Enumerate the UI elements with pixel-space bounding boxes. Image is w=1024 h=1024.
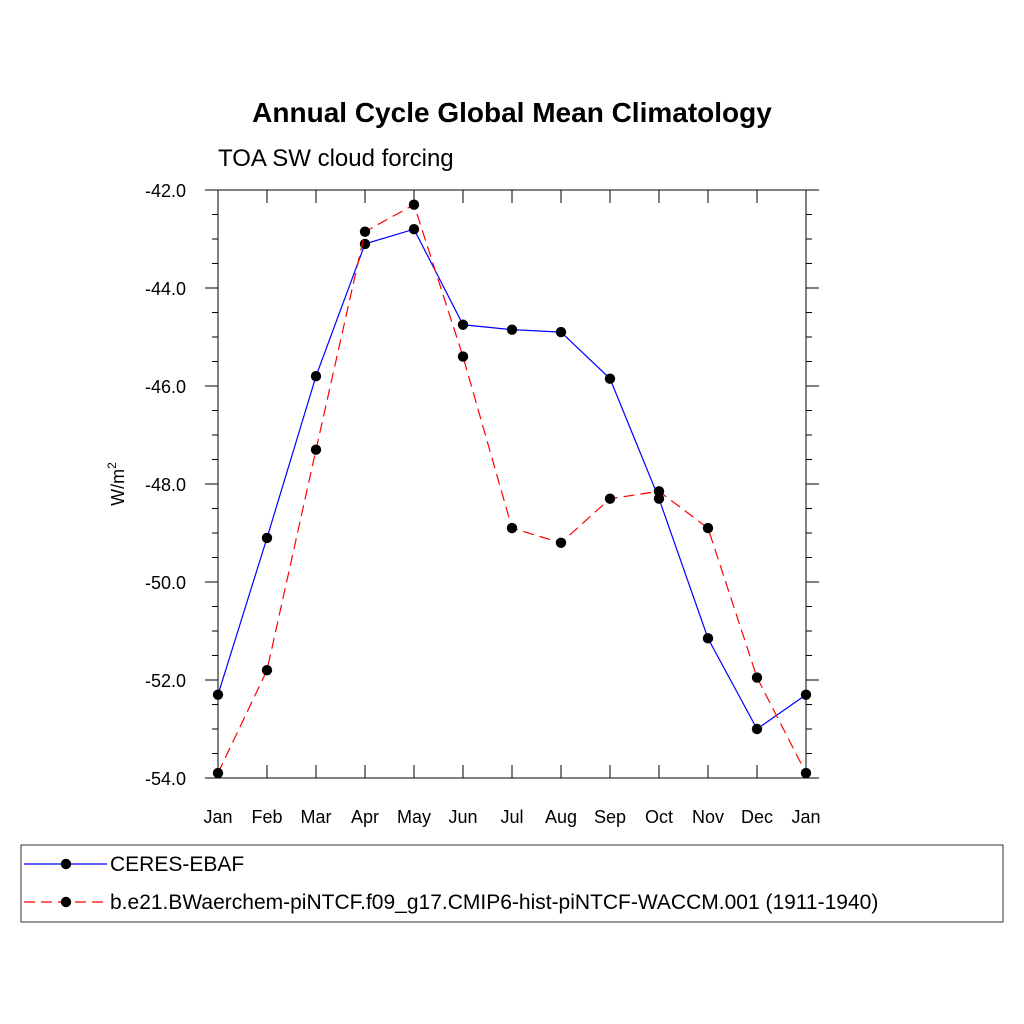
legend-label-1: CERES-EBAF: [110, 853, 244, 876]
legend-label-2: b.e21.BWaerchem-piNTCF.f09_g17.CMIP6-his…: [110, 891, 878, 914]
series-2-point: [555, 537, 567, 548]
legend-box: [20, 844, 1004, 923]
x-tick-label: Nov: [692, 807, 724, 827]
y-tick-label: -42.0: [145, 181, 186, 201]
series-1-point: [751, 723, 763, 735]
series-2-point: [310, 444, 322, 455]
axis-ticks: -42.0 -44.0 -46.0 -48.0 -50.0 -52.0 -54.0 Jan Fe…: [145, 181, 821, 827]
x-tick-label: Mar: [301, 807, 332, 827]
x-tick-label: Apr: [351, 807, 379, 827]
series-1-point: [653, 493, 665, 504]
series-2-point: [261, 665, 273, 676]
y-tick-label: -48.0: [145, 475, 186, 495]
x-tick-label: Jul: [500, 807, 523, 827]
series-line-2: [217, 203, 807, 774]
legend: CERES-EBAF b.e21.BWaerchem-piNTCF.f09_g17…: [20, 844, 1004, 923]
x-tick-label: Feb: [251, 807, 282, 827]
x-tick-label: Dec: [741, 807, 773, 827]
y-tick-label: -54.0: [145, 769, 186, 789]
series-1-point: [702, 633, 714, 644]
series-1-point: [604, 373, 616, 384]
series-1-point: [457, 319, 469, 330]
y-tick-label: -52.0: [145, 671, 186, 691]
legend-marker-1: [60, 858, 72, 870]
y-axis-label: W/m2: [105, 462, 128, 506]
series-2-point: [653, 486, 665, 497]
chart-title: Annual Cycle Global Mean Climatology: [252, 97, 772, 128]
x-tick-label: Jan: [791, 807, 820, 827]
svg-text:W/m2: W/m2: [105, 462, 128, 506]
series-2-point: [604, 493, 616, 504]
chart-subtitle: TOA SW cloud forcing: [218, 145, 454, 172]
series-2-point: [457, 351, 469, 362]
x-tick-label: Oct: [645, 807, 673, 827]
series-2-point: [506, 522, 518, 534]
x-tick-label: Aug: [545, 807, 577, 827]
plot-frame: [217, 189, 807, 779]
y-tick-label: -44.0: [145, 279, 186, 299]
series-2-point: [408, 199, 420, 210]
y-tick-label: -50.0: [145, 573, 186, 593]
series-line-1: [217, 228, 807, 730]
x-tick-label: Jun: [448, 807, 477, 827]
x-tick-label: Sep: [594, 807, 626, 827]
series-1-point: [506, 324, 518, 335]
series-1-point: [555, 326, 567, 338]
series-layer: [212, 199, 812, 779]
series-2-point: [359, 226, 371, 237]
series-1-point: [408, 224, 420, 235]
legend-marker-2: [60, 896, 72, 908]
y-axis-label-superscript: 2: [105, 462, 119, 469]
series-1-point: [310, 371, 322, 382]
y-axis-label-unit: W/m: [108, 469, 128, 506]
y-tick-label: -46.0: [145, 377, 186, 397]
series-2-point: [751, 672, 763, 683]
series-1-point: [261, 532, 273, 544]
series-2-point: [702, 522, 714, 534]
x-tick-label: Jan: [203, 807, 232, 827]
x-tick-label: May: [397, 807, 431, 827]
